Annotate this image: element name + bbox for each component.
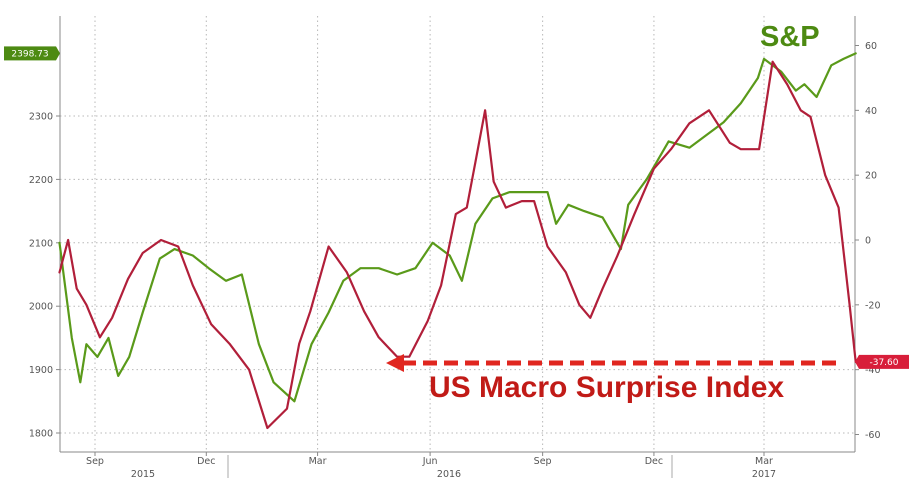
left-tick-label: 1900 [29,365,53,376]
sp-series-line [58,52,857,403]
macro-series-title: US Macro Surprise Index [429,371,784,404]
x-year-label: 2017 [752,469,776,480]
right-tick-label: -20 [865,300,881,311]
x-tick-label: Mar [309,456,327,467]
right-tick-label: 40 [865,106,877,117]
right-tick-label: 0 [865,236,871,247]
x-year-label: 2016 [437,469,461,480]
macro-last-value-tag-pointer [855,354,859,369]
macro-last-value-tag [859,354,909,369]
left-tick-label: 1800 [29,429,53,440]
left-tick-label: 2100 [29,238,53,249]
macro-series-line [58,60,857,430]
macro-last-value-label: -37.60 [869,358,898,368]
sp-last-value-tag-pointer [56,46,60,61]
annotation-layer: S&P US Macro Surprise Index 2398.73 -37.6… [4,21,909,404]
right-tick-label: 20 [865,171,877,182]
sp-series-title: S&P [760,21,820,53]
x-tick-label: Sep [86,456,104,467]
sp-last-value-tag [4,46,56,61]
grid-layer [60,16,855,452]
left-tick-label: 2200 [29,175,53,186]
arrow-head [386,354,404,372]
right-tick-label: -40 [865,365,881,376]
x-tick-label: Sep [534,456,552,467]
x-tick-label: Dec [197,456,215,467]
right-tick-label: -60 [865,430,881,441]
x-tick-label: Dec [645,456,663,467]
axes-layer: 1800 1900 2000 2100 2200 2300 -60 -40 -20 0 20 40 60… [29,16,881,480]
sp-last-value-label: 2398.73 [11,50,48,60]
left-tick-label: 2300 [29,112,53,123]
x-tick-label: Mar [755,456,773,467]
right-tick-label: 60 [865,41,877,52]
x-tick-label: Jun [422,456,438,467]
x-year-label: 2015 [131,469,155,480]
series-layer [58,52,857,430]
left-tick-label: 2000 [29,302,53,313]
